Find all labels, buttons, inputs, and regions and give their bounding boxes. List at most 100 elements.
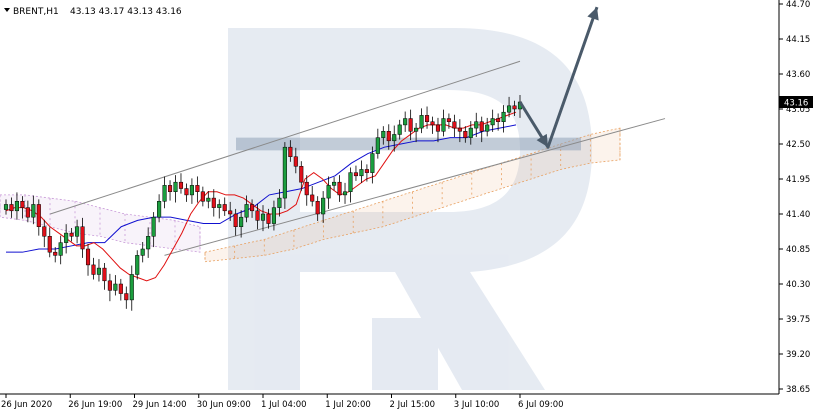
candle-body bbox=[457, 127, 462, 132]
y-tick-label: 40.85 bbox=[786, 245, 810, 255]
candle-body bbox=[151, 216, 156, 237]
candle-body bbox=[293, 156, 298, 167]
candle-body bbox=[42, 226, 47, 237]
plot-area bbox=[0, 6, 666, 311]
candle-body bbox=[342, 191, 348, 196]
candle-body bbox=[102, 267, 107, 282]
candle-body bbox=[452, 121, 457, 129]
candle-body bbox=[353, 172, 359, 177]
watermark-logo bbox=[228, 28, 592, 390]
candle-body bbox=[91, 264, 96, 275]
candle-body bbox=[419, 115, 424, 129]
candle-body bbox=[392, 134, 397, 142]
y-tick-label: 44.15 bbox=[786, 35, 810, 45]
price-axis[interactable]: 44.70 44.15 43.60 43.05 42.50 41.95 41.40 40.85… bbox=[779, 0, 810, 395]
candle-body bbox=[228, 210, 233, 215]
forecast-arrowhead-down bbox=[536, 133, 548, 148]
candle-body bbox=[288, 146, 293, 157]
last-price-label: 43.16 bbox=[784, 99, 808, 109]
candle-body bbox=[414, 127, 419, 132]
candle-body bbox=[75, 226, 80, 237]
time-axis[interactable]: 26 Jun 2020 26 Jun 19:00 29 Jun 14:00 30 Ju… bbox=[1, 394, 564, 410]
candle-body bbox=[424, 115, 430, 122]
candle-body bbox=[146, 236, 151, 250]
x-tick-label: 29 Jun 14:00 bbox=[133, 400, 187, 410]
channel-upper-line bbox=[50, 60, 521, 215]
candle-body bbox=[255, 210, 260, 221]
x-tick-label: 1 Jul 04:00 bbox=[261, 400, 307, 410]
candle-body bbox=[501, 111, 506, 122]
candle-body bbox=[479, 121, 484, 132]
candle-body bbox=[178, 181, 184, 189]
x-tick-label: 26 Jun 19:00 bbox=[68, 400, 122, 410]
x-tick-label: 1 Jul 20:00 bbox=[325, 400, 371, 410]
candle-body bbox=[282, 146, 287, 199]
candle-body bbox=[321, 197, 326, 215]
candle-body bbox=[47, 236, 52, 253]
candle-body bbox=[195, 185, 200, 192]
candle-body bbox=[310, 194, 315, 202]
price-channel bbox=[50, 60, 666, 256]
candle-body bbox=[96, 267, 102, 275]
x-tick-label: 30 Jun 09:00 bbox=[197, 400, 251, 410]
resistance-zone bbox=[236, 137, 581, 151]
candle-body bbox=[9, 204, 14, 212]
candle-body bbox=[211, 197, 216, 208]
candle-body bbox=[36, 204, 41, 227]
candle-body bbox=[189, 185, 194, 196]
candle-body bbox=[25, 207, 30, 218]
candle-body bbox=[512, 105, 517, 110]
candle-body bbox=[348, 172, 353, 192]
y-tick-label: 39.20 bbox=[786, 350, 810, 360]
candle-body bbox=[118, 283, 123, 294]
candle-body bbox=[107, 280, 112, 291]
chart-header: BRENT,H1 43.13 43.17 43.13 43.16 bbox=[4, 7, 182, 17]
candle-body bbox=[129, 274, 134, 301]
ohlc-readout: 43.13 43.17 43.13 43.16 bbox=[70, 7, 182, 17]
candle-body bbox=[446, 118, 451, 122]
candle-body bbox=[222, 204, 227, 212]
forecast-arrow bbox=[518, 6, 599, 149]
candle-body bbox=[397, 124, 402, 135]
x-tick-label: 2 Jul 15:00 bbox=[390, 400, 436, 410]
x-tick-label: 26 Jun 2020 bbox=[1, 400, 52, 410]
candle-body bbox=[386, 131, 391, 142]
candle-body bbox=[359, 169, 364, 177]
candle-body bbox=[490, 118, 495, 126]
x-tick-label: 6 Jul 09:00 bbox=[518, 400, 564, 410]
y-tick-label: 40.30 bbox=[786, 280, 810, 290]
candle-body bbox=[64, 232, 69, 243]
candle-body bbox=[485, 124, 490, 132]
candle-body bbox=[375, 137, 380, 154]
forecast-arrowhead-up bbox=[587, 7, 599, 21]
candle-body bbox=[69, 232, 74, 237]
symbol-label[interactable]: BRENT,H1 bbox=[13, 7, 59, 17]
candle-body bbox=[381, 131, 386, 138]
y-tick-label: 44.70 bbox=[786, 0, 810, 10]
candle-body bbox=[135, 255, 140, 275]
candle-body bbox=[173, 181, 178, 192]
candle-body bbox=[206, 197, 211, 202]
symbol-dropdown-icon[interactable] bbox=[4, 8, 10, 12]
candle-body bbox=[337, 181, 342, 196]
candle-body bbox=[326, 185, 331, 199]
candle-body bbox=[14, 201, 19, 212]
candle-body bbox=[260, 213, 266, 221]
candle-body bbox=[20, 201, 25, 208]
candle-body bbox=[217, 204, 222, 208]
candle-body bbox=[332, 181, 337, 186]
candle-body bbox=[271, 207, 276, 224]
candle-body bbox=[244, 204, 249, 218]
x-tick-label: 3 Jul 10:00 bbox=[454, 400, 500, 410]
candle-body bbox=[80, 226, 85, 250]
y-tick-label: 39.75 bbox=[786, 315, 810, 325]
candle-body bbox=[463, 131, 468, 138]
candle-body bbox=[184, 188, 189, 196]
y-tick-label: 41.40 bbox=[786, 210, 810, 220]
kijun-line bbox=[6, 124, 517, 253]
candle-body bbox=[233, 213, 238, 227]
candle-body bbox=[408, 118, 413, 132]
candle-body bbox=[85, 248, 91, 266]
candle-body bbox=[403, 118, 408, 126]
candle-body bbox=[157, 201, 162, 218]
